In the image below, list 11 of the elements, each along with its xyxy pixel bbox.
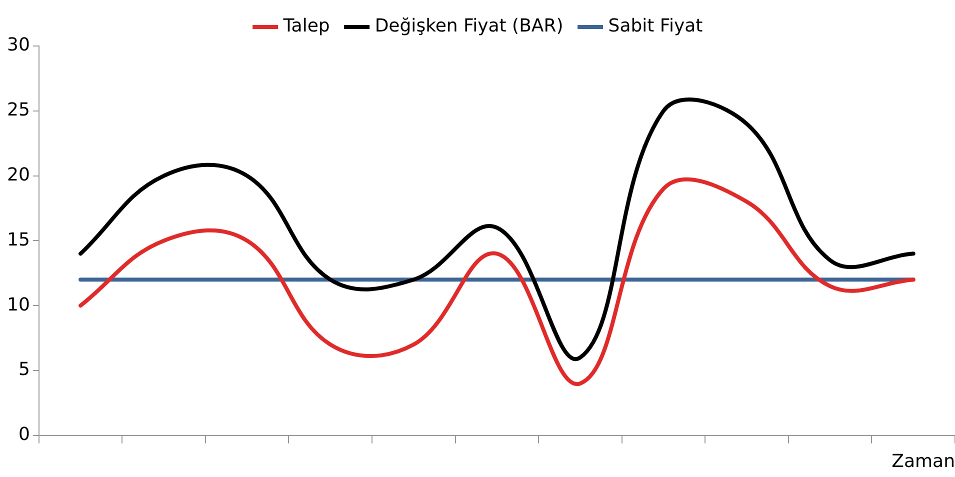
y-tick-label: 0 (18, 424, 30, 446)
y-tick-label: 20 (7, 164, 30, 186)
legend-label: Talep (282, 16, 330, 37)
x-axis-title: Zaman (892, 450, 955, 472)
y-tick-label: 15 (7, 229, 30, 250)
y-tick-label: 5 (18, 359, 30, 380)
y-tick-label: 10 (7, 294, 30, 316)
y-tick-label: 30 (7, 34, 30, 56)
legend-label: Sabit Fiyat (608, 16, 703, 37)
legend-label: Değişken Fiyat (BAR) (374, 16, 564, 37)
y-tick-label: 25 (7, 100, 30, 121)
